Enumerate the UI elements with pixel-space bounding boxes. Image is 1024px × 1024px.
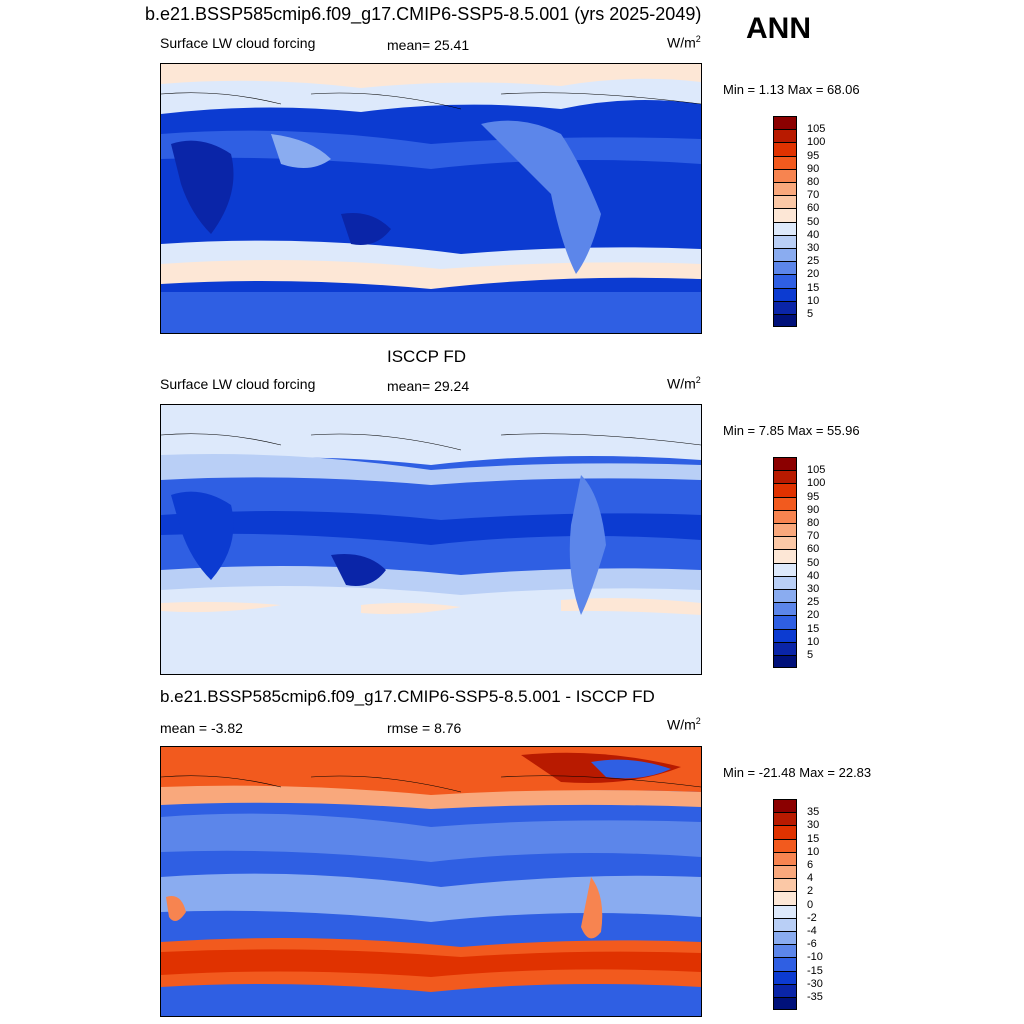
figure-title: b.e21.BSSP585cmip6.f09_g17.CMIP6-SSP5-8.… [145, 4, 702, 24]
colorbar-tick-label: -6 [807, 938, 817, 951]
colorbar-tick-label: 105 [807, 464, 826, 477]
colorbar-tick-label: 70 [807, 530, 820, 543]
colorbar-tick-label: 25 [807, 596, 820, 609]
panel-2-map [160, 404, 702, 675]
colorbar-tick-label: 4 [807, 872, 814, 885]
panel-3-map [160, 746, 702, 1017]
panel-1-variable-label: Surface LW cloud forcing [160, 35, 316, 51]
colorbar-tick-label: 20 [807, 609, 820, 622]
panel-1-map [160, 63, 702, 334]
colorbar-tick-label: 10 [807, 845, 820, 858]
colorbar-tick-label: 20 [807, 268, 820, 281]
colorbar-tick-label: 6 [807, 859, 814, 871]
panel-1-minmax: Min = 1.13 Max = 68.06 [723, 82, 860, 97]
colorbar-tick-label: -10 [807, 951, 823, 964]
colorbar-tick-label: 15 [807, 832, 820, 845]
panel-3-title: b.e21.BSSP585cmip6.f09_g17.CMIP6-SSP5-8.… [160, 687, 655, 706]
colorbar-tick-label: 80 [807, 517, 820, 529]
panel-3-rmse-label: rmse = 8.76 [387, 720, 462, 736]
panel-2-minmax: Min = 7.85 Max = 55.96 [723, 423, 860, 438]
colorbar-tick-label: 5 [807, 308, 814, 320]
colorbar-tick-label: 80 [807, 176, 820, 188]
colorbar-tick-label: 15 [807, 622, 820, 635]
colorbar-tick-label: 35 [807, 806, 820, 819]
panel-3-unit: W/m2 [667, 716, 701, 733]
colorbar-tick-label: 90 [807, 503, 820, 516]
colorbar-tick-label: 5 [807, 649, 814, 661]
panel-3-mean-label: mean = -3.82 [160, 720, 243, 736]
colorbar-tick-label: 30 [807, 583, 820, 595]
colorbar-tick-label: 40 [807, 569, 820, 582]
colorbar-tick-label: 15 [807, 281, 820, 294]
panel-2-title: ISCCP FD [387, 347, 467, 366]
colorbar-tick-label: 40 [807, 228, 820, 241]
panel-3-minmax: Min = -21.48 Max = 22.83 [723, 765, 872, 780]
colorbar-tick-label: 25 [807, 255, 820, 268]
colorbar-tick-label: -35 [807, 991, 823, 1003]
colorbar-tick-label: -15 [807, 964, 823, 977]
colorbar-frame [773, 799, 797, 1011]
colorbar-tick-label: 50 [807, 215, 820, 228]
colorbar-tick-label: 10 [807, 294, 820, 307]
colorbar-tick-label: -30 [807, 977, 823, 990]
colorbar-tick-label: 30 [807, 819, 820, 832]
colorbar-tick-label: 10 [807, 635, 820, 648]
panel-2-mean-label: mean= 29.24 [387, 378, 470, 394]
colorbar-tick-label: 60 [807, 543, 820, 556]
colorbar-tick-label: 105 [807, 123, 826, 136]
panel-1-unit: W/m2 [667, 34, 701, 51]
colorbar-tick-label: 70 [807, 189, 820, 202]
colorbar-tick-label: 90 [807, 162, 820, 175]
panel-1-mean-label: mean= 25.41 [387, 37, 470, 53]
colorbar-tick-label: -4 [807, 925, 817, 937]
season-label: ANN [746, 12, 811, 45]
colorbar-tick-label: 30 [807, 242, 820, 254]
colorbar-tick-label: 50 [807, 556, 820, 569]
panel-2-variable-label: Surface LW cloud forcing [160, 376, 316, 392]
colorbar-tick-label: 95 [807, 149, 820, 162]
panel-2-unit: W/m2 [667, 375, 701, 392]
colorbar-frame [773, 116, 797, 328]
colorbar-tick-label: 2 [807, 885, 814, 898]
colorbar-tick-label: 100 [807, 136, 826, 149]
colorbar-tick-label: 100 [807, 477, 826, 490]
colorbar-frame [773, 457, 797, 669]
colorbar-tick-label: 0 [807, 898, 814, 911]
colorbar-tick-label: 60 [807, 202, 820, 215]
colorbar-tick-label: -2 [807, 911, 817, 924]
colorbar-tick-label: 95 [807, 490, 820, 503]
